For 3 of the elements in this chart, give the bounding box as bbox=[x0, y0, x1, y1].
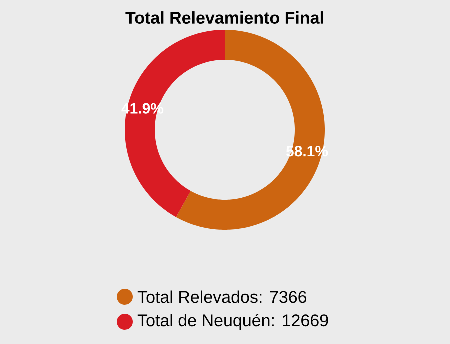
legend-label: Total de Neuquén: 12669 bbox=[138, 314, 328, 330]
chart-title: Total Relevamiento Final bbox=[126, 12, 324, 24]
legend-label: Total Relevados: 7366 bbox=[138, 290, 307, 304]
